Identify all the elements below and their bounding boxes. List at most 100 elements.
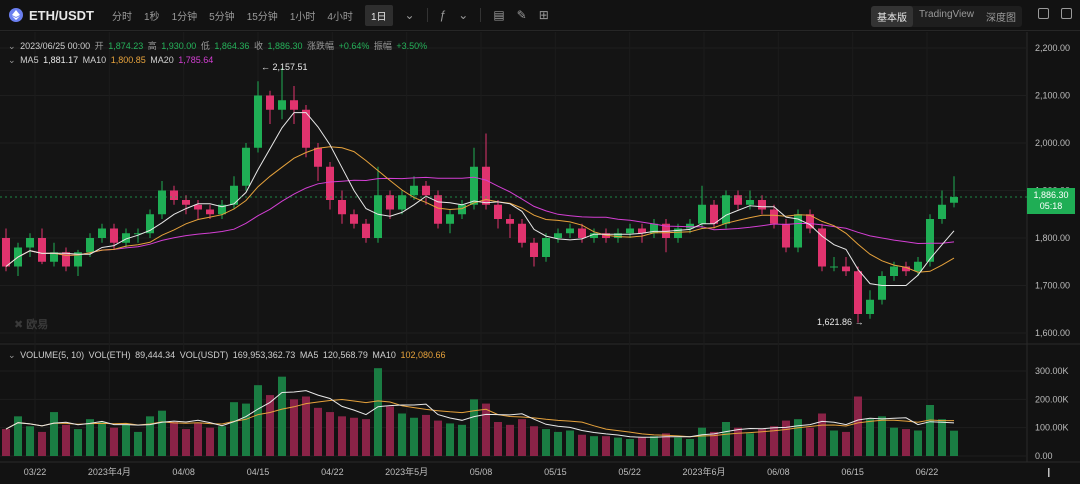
candle-body: [758, 200, 766, 210]
candle-body: [554, 233, 562, 238]
ma20-value: 1,785.64: [178, 55, 214, 65]
collapse-icon[interactable]: ⌄: [8, 41, 16, 51]
candle-body: [26, 238, 34, 248]
indicator-icon[interactable]: ƒ: [439, 8, 447, 22]
candle-body: [938, 204, 946, 219]
current-price: 1,886.30: [1033, 190, 1069, 200]
grid-icon[interactable]: ⊞: [538, 8, 549, 22]
volume-bar: [674, 437, 682, 456]
volume-bar: [806, 427, 814, 456]
candle-body: [326, 166, 334, 200]
pair-name[interactable]: ETH/USDT: [29, 7, 94, 23]
candle-body: [170, 190, 178, 200]
fullscreen-icon[interactable]: [1061, 8, 1072, 19]
document-icon[interactable]: ▤: [493, 8, 505, 22]
volume-bar: [206, 427, 214, 456]
volume-bar: [182, 429, 190, 456]
volume-bar: [914, 430, 922, 456]
arrow-left-icon: ←: [261, 62, 270, 72]
candle-body: [926, 219, 934, 262]
tf-15m[interactable]: 15分钟: [246, 11, 278, 23]
candle-body: [206, 209, 214, 215]
chevron-down-icon[interactable]: ⌄: [404, 8, 415, 22]
candle-body: [662, 223, 670, 238]
volume-bar: [938, 419, 946, 456]
volume-bar: [494, 422, 502, 456]
tf-time-share[interactable]: 分时: [112, 11, 132, 23]
volume-bar: [578, 434, 586, 456]
close-label: 收: [253, 41, 263, 51]
candle-body: [530, 242, 538, 257]
tf-1m[interactable]: 1分钟: [171, 11, 198, 23]
volume-bar: [314, 407, 322, 456]
volume-bar: [530, 426, 538, 456]
view-basic[interactable]: 基本版: [870, 6, 913, 27]
volume-bar: [98, 422, 106, 456]
volume-tick-label: 300.00K: [1035, 366, 1069, 376]
tf-4h[interactable]: 4小时: [327, 11, 353, 23]
candle-body: [338, 200, 346, 215]
candle-body: [254, 95, 262, 148]
text-cursor-icon[interactable]: I: [1047, 465, 1051, 480]
volume-bar: [782, 420, 790, 456]
ma20-line: [5, 176, 955, 267]
candle-body: [410, 185, 418, 196]
tf-1d[interactable]: 1日: [364, 4, 393, 26]
volume-bar: [794, 419, 802, 456]
candle-body: [542, 238, 550, 257]
candle-body: [782, 223, 790, 248]
volume-bar: [50, 412, 58, 456]
volume-bar: [818, 413, 826, 456]
volume-bar: [14, 416, 22, 456]
vol-eth-label: VOL(ETH): [88, 350, 131, 360]
volume-bar: [506, 424, 514, 456]
candle-body: [626, 228, 634, 234]
volume-bar: [470, 399, 478, 456]
time-tick-label: 2023年6月: [682, 466, 725, 477]
change-label: 涨跌幅: [307, 41, 335, 51]
collapse-icon[interactable]: ⌄: [8, 350, 16, 360]
volume-bar: [266, 395, 274, 456]
volume-bar: [290, 399, 298, 456]
volume-bar: [662, 433, 670, 456]
tf-1h[interactable]: 1小时: [289, 11, 316, 23]
time-tick-label: 04/22: [321, 467, 344, 477]
tf-1s[interactable]: 1秒: [144, 11, 160, 23]
high-value: 1,930.00: [161, 41, 197, 51]
candle-body: [38, 238, 46, 262]
volume-bar: [302, 396, 310, 456]
pencil-icon[interactable]: ✎: [516, 8, 527, 22]
candle-body: [590, 233, 598, 238]
time-tick-label: 06/15: [841, 467, 864, 477]
time-tick-label: 2023年4月: [88, 466, 131, 477]
collapse-icon[interactable]: ⌄: [8, 55, 16, 65]
candle-body: [890, 266, 898, 276]
tf-5m[interactable]: 5分钟: [209, 11, 235, 23]
toolbar-divider: [426, 8, 428, 22]
view-tradingview[interactable]: TradingView: [918, 9, 974, 20]
low-annotation-value: 1,621.86: [817, 317, 853, 327]
candle-body: [914, 261, 922, 272]
volume-bar: [386, 406, 394, 456]
candle-body: [830, 266, 838, 268]
low-label: 低: [200, 41, 210, 51]
view-depth[interactable]: 深度图: [986, 13, 1016, 24]
volume-bar: [854, 396, 862, 456]
time-tick-label: 03/22: [24, 467, 47, 477]
candle-body: [746, 200, 754, 205]
volume-bar: [38, 431, 46, 456]
candle-body: [242, 147, 250, 186]
chevron-down-icon[interactable]: ⌄: [458, 8, 469, 22]
candle-body: [506, 219, 514, 224]
candle-body: [182, 200, 190, 205]
price-tick-label: 2,200.00: [1035, 43, 1070, 53]
candle-body: [854, 271, 862, 314]
window-icon[interactable]: [1038, 8, 1049, 19]
price-tick-label: 1,600.00: [1035, 328, 1070, 338]
price-tick-label: 2,100.00: [1035, 91, 1070, 101]
candle-body: [866, 299, 874, 314]
candle-body: [158, 190, 166, 215]
volume-bar: [146, 416, 154, 456]
